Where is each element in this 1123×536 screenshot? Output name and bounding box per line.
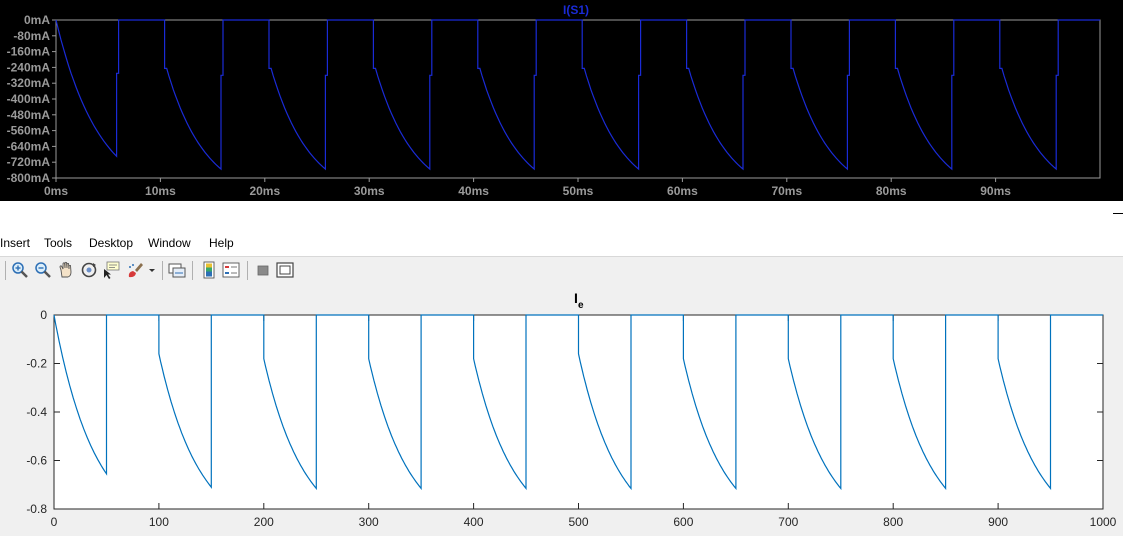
ltspice-plot-panel: I(S1) 0mA -80mA -160mA -240mA -320mA -400mA -48…	[0, 0, 1123, 201]
colorbar-icon[interactable]	[200, 261, 218, 279]
ml-x-tick-label: 900	[988, 515, 1008, 529]
figure-toolbar	[0, 256, 1123, 285]
lt-x-tick-label: 90ms	[980, 184, 1011, 198]
menu-window[interactable]: Window	[148, 236, 191, 250]
lt-x-tick-label: 40ms	[458, 184, 489, 198]
lt-y-tick-label: -720mA	[7, 155, 51, 169]
ml-y-tick-label: -0.2	[26, 357, 47, 371]
ml-title: I	[574, 290, 578, 306]
lt-x-tick-label: 20ms	[249, 184, 280, 198]
pan-icon[interactable]	[57, 261, 75, 279]
lt-plot-frame	[55, 19, 1101, 179]
lt-y-tick-label: -320mA	[7, 76, 51, 90]
ml-x-tick-label: 400	[464, 515, 484, 529]
lt-title: I(S1)	[563, 3, 589, 17]
hide-plot-tools-icon[interactable]	[254, 261, 272, 279]
ml-x-tick-label: 1000	[1090, 515, 1117, 529]
lt-x-tick-label: 80ms	[876, 184, 907, 198]
brush-icon[interactable]	[126, 261, 144, 279]
menu-desktop[interactable]: Desktop	[89, 236, 134, 250]
show-plot-tools-icon[interactable]	[276, 261, 294, 279]
lt-y-tick-label: -80mA	[13, 29, 50, 43]
lt-y-tick-label: -560mA	[7, 124, 51, 138]
ml-title-subscript: e	[578, 300, 584, 311]
lt-y-tick-label: -400mA	[7, 92, 51, 106]
link-plot-icon[interactable]	[168, 261, 186, 279]
lt-x-tick-label: 0ms	[44, 184, 68, 198]
ml-x-tick-label: 500	[568, 515, 588, 529]
lt-series-line	[55, 19, 1100, 171]
menu-bar: Insert Tools Desktop Window Help	[0, 232, 1123, 255]
window-minimize-mark[interactable]	[1113, 213, 1123, 214]
ml-y-tick-label: 0	[40, 308, 47, 322]
toolbar-separator	[247, 261, 248, 280]
brush-dropdown-icon[interactable]	[148, 261, 156, 279]
toolbar-separator	[192, 261, 193, 280]
menu-insert[interactable]: Insert	[0, 236, 31, 250]
menu-tools[interactable]: Tools	[44, 236, 73, 250]
lt-y-tick-label: -160mA	[7, 45, 51, 59]
lt-y-tick-label: -800mA	[7, 171, 51, 185]
zoom-in-icon[interactable]	[11, 261, 29, 279]
lt-y-tick-label: -640mA	[7, 139, 51, 153]
legend-icon[interactable]	[222, 261, 240, 279]
lt-x-tick-label: 10ms	[145, 184, 176, 198]
lt-x-tick-label: 60ms	[667, 184, 698, 198]
toolbar-separator	[5, 261, 6, 280]
lt-y-tick-label: 0mA	[24, 13, 50, 27]
menu-help[interactable]: Help	[209, 236, 234, 250]
ml-x-tick-label: 200	[254, 515, 274, 529]
ml-x-tick-label: 700	[778, 515, 798, 529]
ml-x-tick-label: 100	[149, 515, 169, 529]
data-cursor-icon[interactable]	[102, 261, 120, 279]
lt-x-tick-label: 70ms	[771, 184, 802, 198]
zoom-out-icon[interactable]	[34, 261, 52, 279]
lt-x-tick-label: 50ms	[563, 184, 594, 198]
toolbar-separator	[162, 261, 163, 280]
ml-y-tick-label: -0.4	[26, 405, 47, 419]
ml-series-line	[53, 314, 1103, 491]
ltspice-plot: I(S1) 0mA -80mA -160mA-240mA -320mA -400mA -48…	[7, 3, 1101, 198]
rotate-icon[interactable]	[80, 261, 98, 279]
ml-x-tick-label: 0	[51, 515, 58, 529]
lt-y-tick-label: -240mA	[7, 60, 51, 74]
ml-y-tick-label: -0.8	[26, 502, 47, 516]
ml-x-tick-label: 600	[673, 515, 693, 529]
ml-y-tick-label: -0.6	[26, 454, 47, 468]
ml-x-tick-label: 300	[359, 515, 379, 529]
ml-x-tick-label: 800	[883, 515, 903, 529]
lt-x-tick-label: 30ms	[354, 184, 385, 198]
lt-y-tick-label: -480mA	[7, 108, 51, 122]
